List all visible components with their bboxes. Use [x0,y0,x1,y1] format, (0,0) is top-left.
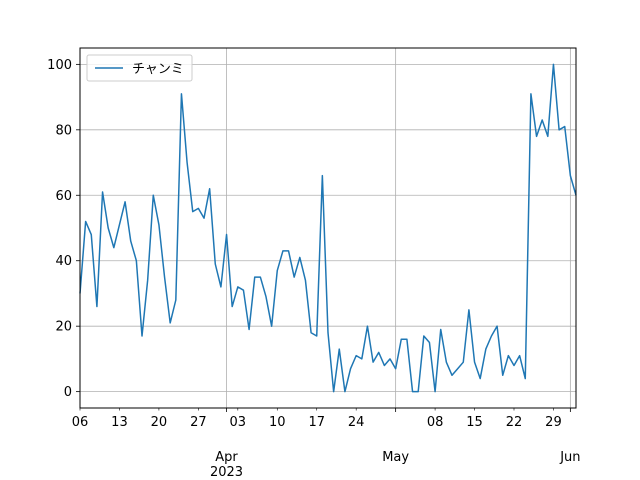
series-layer [79,63,577,393]
y-tick-label: 80 [55,123,72,138]
y-tick-label: 100 [47,58,72,73]
x-minor-tick-label: 22 [506,415,523,430]
y-tick-label: 20 [55,320,72,335]
x-minor-tick-label: 06 [72,415,89,430]
y-tick-label: 40 [55,254,72,269]
legend-box [86,54,193,82]
x-minor-tick-label: 24 [348,415,365,430]
series-line [79,63,577,393]
x-major-tick-label: Jun [559,450,580,465]
x-minor-tick-label: 17 [308,415,325,430]
y-axis: 0 20 40 60 80 100 [47,58,80,400]
y-tick-label: 60 [55,189,72,204]
x-year-label: 2023 [210,465,243,480]
plot-frame [79,47,577,409]
y-tick-label: 0 [64,385,72,400]
x-minor-tick-label: 29 [545,415,562,430]
x-minor-tick-label: 15 [466,415,483,430]
legend: チャンミ [86,54,193,82]
grid-lines [80,48,576,408]
x-major-tick-label: May [382,450,409,465]
x-minor-tick-label: 03 [230,415,247,430]
x-minor-tick-label: 13 [111,415,128,430]
x-minor-tick-label: 08 [427,415,444,430]
x-minor-tick-label: 10 [269,415,286,430]
x-minor-tick-label: 20 [151,415,168,430]
legend-label: チャンミ [132,62,184,77]
x-major-tick-label: Apr [215,450,238,465]
x-minor-tick-label: 27 [190,415,207,430]
